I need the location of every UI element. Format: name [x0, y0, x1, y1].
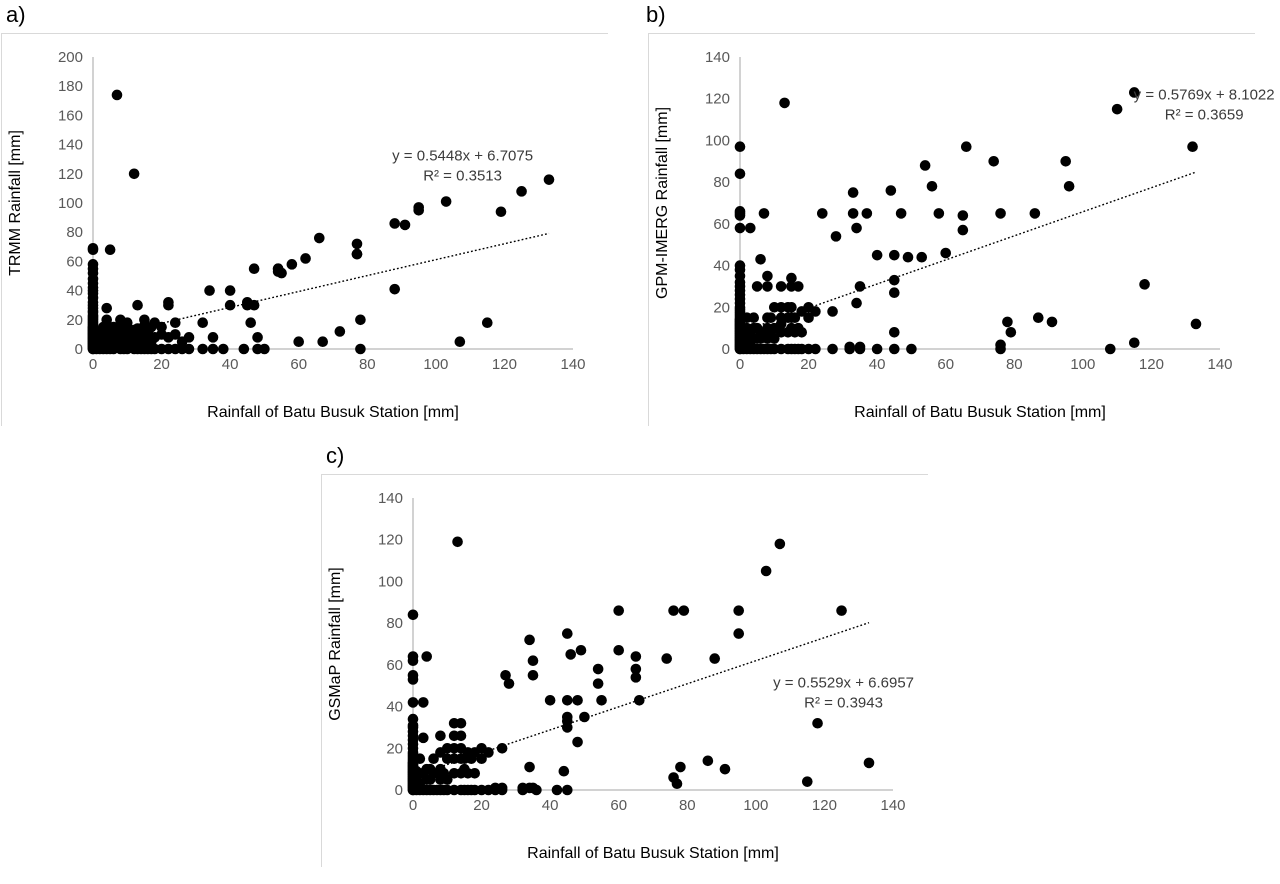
svg-text:40: 40 — [869, 356, 886, 373]
svg-text:200: 200 — [58, 49, 83, 66]
svg-text:0: 0 — [722, 341, 730, 358]
svg-text:100: 100 — [58, 195, 83, 212]
svg-text:40: 40 — [222, 356, 239, 373]
svg-text:80: 80 — [386, 615, 403, 632]
svg-text:60: 60 — [937, 356, 954, 373]
svg-text:100: 100 — [743, 797, 768, 814]
svg-text:20: 20 — [473, 797, 490, 814]
svg-text:160: 160 — [58, 107, 83, 124]
svg-text:80: 80 — [713, 174, 730, 191]
svg-text:140: 140 — [1207, 356, 1232, 373]
svg-text:20: 20 — [800, 356, 817, 373]
svg-text:120: 120 — [492, 356, 517, 373]
svg-text:y = 0.5769x + 8.1022: y = 0.5769x + 8.1022 — [1134, 86, 1275, 103]
svg-text:120: 120 — [378, 532, 403, 549]
svg-text:40: 40 — [386, 699, 403, 716]
svg-text:20: 20 — [713, 299, 730, 316]
svg-text:y = 0.5529x + 6.6957: y = 0.5529x + 6.6957 — [773, 675, 914, 692]
svg-text:40: 40 — [66, 283, 83, 300]
svg-text:60: 60 — [386, 657, 403, 674]
svg-text:180: 180 — [58, 78, 83, 95]
svg-text:GSMaP Rainfall [mm]: GSMaP Rainfall [mm] — [327, 567, 344, 721]
svg-text:0: 0 — [395, 782, 403, 799]
svg-text:GPM-IMERG Rainfall [mm]: GPM-IMERG Rainfall [mm] — [654, 107, 671, 299]
svg-text:60: 60 — [713, 216, 730, 233]
svg-text:Rainfall of Batu Busuk Station: Rainfall of Batu Busuk Station [mm] — [207, 404, 459, 421]
svg-text:100: 100 — [1070, 356, 1095, 373]
svg-text:80: 80 — [1006, 356, 1023, 373]
svg-text:100: 100 — [705, 132, 730, 149]
svg-text:40: 40 — [542, 797, 559, 814]
svg-text:R² = 0.3943: R² = 0.3943 — [804, 695, 883, 712]
svg-text:40: 40 — [713, 258, 730, 275]
svg-text:0: 0 — [89, 356, 97, 373]
svg-text:0: 0 — [75, 341, 83, 358]
svg-text:60: 60 — [610, 797, 627, 814]
svg-text:R² = 0.3513: R² = 0.3513 — [423, 167, 502, 184]
svg-text:0: 0 — [409, 797, 417, 814]
svg-text:120: 120 — [1139, 356, 1164, 373]
svg-text:60: 60 — [290, 356, 307, 373]
svg-text:140: 140 — [378, 490, 403, 507]
svg-text:60: 60 — [66, 253, 83, 270]
svg-text:140: 140 — [880, 797, 905, 814]
svg-text:80: 80 — [679, 797, 696, 814]
svg-text:80: 80 — [66, 224, 83, 241]
svg-text:140: 140 — [58, 137, 83, 154]
svg-text:R² = 0.3659: R² = 0.3659 — [1165, 106, 1244, 123]
svg-text:140: 140 — [560, 356, 585, 373]
svg-text:y = 0.5448x + 6.7075: y = 0.5448x + 6.7075 — [392, 147, 533, 164]
svg-text:Rainfall of Batu Busuk Station: Rainfall of Batu Busuk Station [mm] — [854, 404, 1106, 421]
svg-text:Rainfall of Batu Busuk Station: Rainfall of Batu Busuk Station [mm] — [527, 845, 779, 862]
svg-text:120: 120 — [58, 166, 83, 183]
svg-text:20: 20 — [153, 356, 170, 373]
svg-text:100: 100 — [378, 573, 403, 590]
svg-text:20: 20 — [66, 312, 83, 329]
svg-text:120: 120 — [705, 91, 730, 108]
svg-text:100: 100 — [423, 356, 448, 373]
svg-text:140: 140 — [705, 49, 730, 66]
svg-text:120: 120 — [812, 797, 837, 814]
svg-text:TRMM Rainfall [mm]: TRMM Rainfall [mm] — [7, 130, 24, 276]
svg-text:0: 0 — [736, 356, 744, 373]
svg-text:80: 80 — [359, 356, 376, 373]
svg-text:20: 20 — [386, 740, 403, 757]
